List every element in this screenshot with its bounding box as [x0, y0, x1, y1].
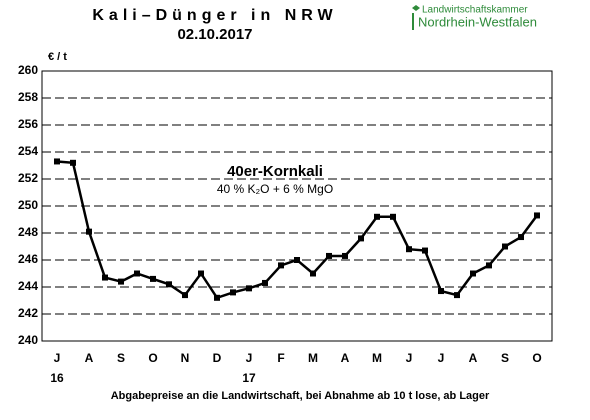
y-tick-label: 260: [18, 63, 38, 77]
x-tick-label: O: [148, 351, 157, 365]
logo-icon: [412, 5, 420, 11]
x-year-label: 16: [50, 371, 64, 385]
point: [342, 252, 348, 259]
x-year-label: 17: [242, 371, 256, 385]
y-tick-label: 250: [18, 198, 38, 212]
annotation-title: 40er-Kornkali: [227, 163, 323, 180]
x-tick-label: O: [532, 351, 541, 365]
point: [278, 262, 284, 269]
x-tick-label: A: [85, 351, 94, 365]
x-tick-label: J: [54, 351, 61, 365]
x-tick-label: A: [341, 351, 350, 365]
point: [438, 288, 444, 295]
point: [390, 213, 396, 220]
logo-line-1: Landwirtschaftskammer: [422, 5, 528, 16]
point: [262, 279, 268, 286]
logo-bar: [412, 13, 414, 30]
y-tick-label: 242: [18, 306, 38, 320]
point: [534, 212, 540, 219]
x-tick-label: M: [308, 351, 318, 365]
point: [518, 234, 524, 241]
y-tick-label: 248: [18, 225, 38, 239]
point: [86, 228, 92, 235]
y-axis-label: € / t: [48, 51, 67, 63]
point: [294, 257, 300, 263]
point: [502, 243, 508, 250]
point: [182, 292, 188, 299]
point: [134, 270, 140, 277]
point: [454, 292, 460, 299]
chart-subtitle: 02.10.2017: [177, 26, 252, 43]
point: [406, 246, 412, 253]
y-tick-label: 252: [18, 171, 38, 185]
x-tick-label: F: [277, 351, 284, 365]
x-tick-label: J: [406, 351, 413, 365]
footer: Abgabepreise an die Landwirtschaft, bei …: [111, 390, 490, 402]
y-tick-label: 254: [18, 144, 38, 158]
y-tick-label: 240: [18, 333, 38, 347]
x-tick-label: S: [117, 351, 125, 365]
x-tick-label: D: [213, 351, 222, 365]
x-tick-label: J: [438, 351, 445, 365]
x-tick-label: S: [501, 351, 509, 365]
point: [374, 213, 380, 220]
point: [358, 235, 364, 242]
point: [310, 270, 316, 277]
annotation-subtitle: 40 % K₂O + 6 % MgO: [217, 182, 333, 196]
point: [102, 274, 108, 281]
y-tick-label: 258: [18, 90, 38, 104]
point: [422, 247, 428, 254]
point: [198, 270, 204, 277]
point: [166, 281, 172, 288]
point: [118, 278, 124, 285]
point: [470, 270, 476, 277]
point: [70, 159, 76, 166]
y-tick-label: 246: [18, 252, 38, 266]
y-tick-label: 244: [18, 279, 38, 293]
x-tick-label: N: [181, 351, 190, 365]
x-tick-label: A: [469, 351, 478, 365]
logo-line-2: Nordrhein-Westfalen: [418, 14, 537, 29]
point: [54, 158, 60, 165]
point: [230, 289, 236, 296]
chart-title: Kali–Dünger in NRW: [92, 7, 337, 24]
point: [246, 285, 252, 292]
y-tick-label: 256: [18, 117, 38, 131]
point: [326, 252, 332, 259]
x-tick-label: J: [246, 351, 253, 365]
point: [150, 275, 156, 282]
point: [214, 294, 220, 301]
point: [486, 262, 492, 269]
x-tick-label: M: [372, 351, 382, 365]
